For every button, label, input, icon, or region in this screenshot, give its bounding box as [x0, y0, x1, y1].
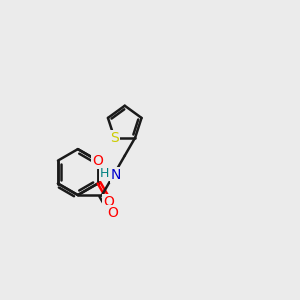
Text: N: N — [111, 168, 121, 182]
Text: O: O — [103, 195, 114, 209]
Text: O: O — [107, 206, 118, 220]
Text: H: H — [100, 167, 109, 180]
Text: O: O — [92, 154, 103, 168]
Text: S: S — [110, 131, 119, 145]
